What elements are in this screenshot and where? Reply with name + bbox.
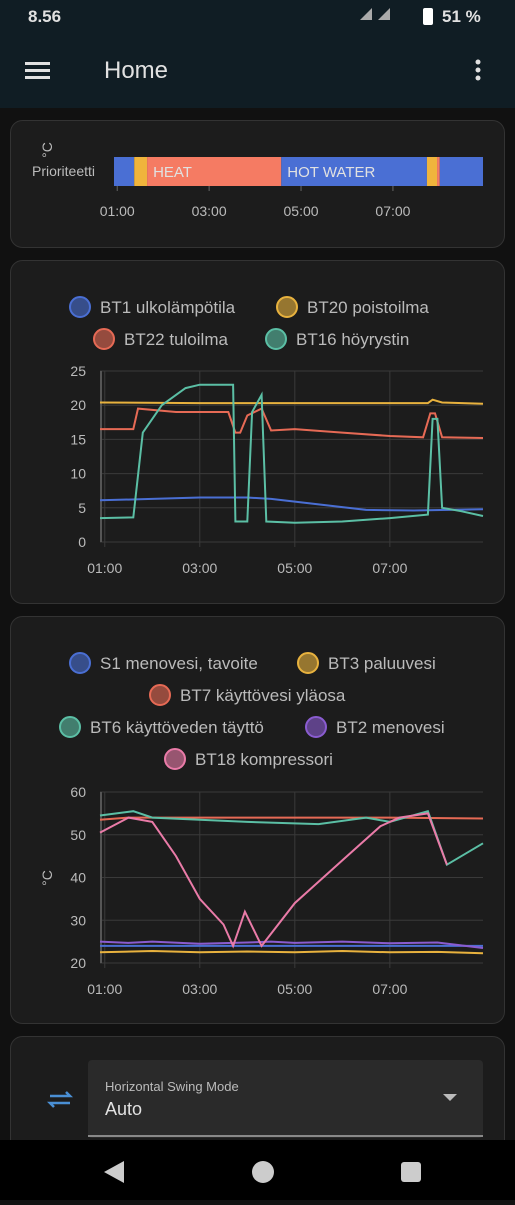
x-tick-label: 07:00 — [372, 560, 407, 576]
x-tick-label: 05:00 — [284, 203, 319, 219]
signal-icon — [360, 8, 390, 20]
timeline-segment — [437, 157, 440, 186]
y-tick-label: 0 — [78, 534, 86, 550]
series-line — [99, 496, 484, 512]
x-tick-label: 01:00 — [100, 203, 135, 219]
y-tick-label: 10 — [70, 466, 86, 482]
y-tick-label: 60 — [70, 784, 86, 800]
x-tick-label: 01:00 — [87, 560, 122, 576]
timeline-segment — [114, 157, 135, 186]
timeline-segment — [439, 157, 483, 186]
y-axis-label: °C — [39, 142, 55, 158]
y-tick-label: 25 — [70, 363, 86, 379]
x-tick-label: 03:00 — [182, 981, 217, 997]
x-tick-label: 05:00 — [277, 981, 312, 997]
x-tick-label: 03:00 — [182, 560, 217, 576]
swing-icon — [46, 1091, 74, 1108]
legend-label: BT2 menovesi — [336, 718, 445, 737]
x-tick-label: 03:00 — [192, 203, 227, 219]
y-tick-label: 40 — [70, 870, 86, 886]
legend-label: BT1 ulkolämpötila — [100, 298, 236, 317]
header-bg — [0, 0, 515, 108]
series-line — [99, 812, 448, 949]
y-tick-label: 20 — [70, 397, 86, 413]
y-axis-label: °C — [39, 870, 55, 886]
legend-swatch — [59, 716, 81, 738]
x-tick-label: 07:00 — [372, 981, 407, 997]
select-value: Auto — [105, 1099, 142, 1119]
recents-button[interactable] — [401, 1162, 421, 1182]
series-line — [99, 398, 484, 405]
legend-swatch — [149, 684, 171, 706]
status-time: 8.56 — [28, 7, 61, 26]
select-field[interactable]: Horizontal Swing Mode Auto — [88, 1060, 483, 1138]
y-tick-label: 15 — [70, 431, 86, 447]
series-line — [99, 383, 484, 524]
legend-label: BT16 höyrystin — [296, 330, 409, 349]
x-tick-label: 05:00 — [277, 560, 312, 576]
legend-label: BT18 kompressori — [195, 750, 333, 769]
segment-label: HOT WATER — [287, 164, 375, 181]
timeline-label: Prioriteetti — [32, 163, 95, 179]
timeline-segment — [134, 157, 148, 186]
legend-label: BT7 käyttövesi yläosa — [180, 686, 346, 705]
legend-swatch — [305, 716, 327, 738]
legend-label: BT20 poistoilma — [307, 298, 429, 317]
home-button[interactable] — [252, 1161, 274, 1183]
series-line — [100, 407, 484, 439]
overflow-button[interactable] — [475, 59, 481, 81]
battery-icon — [423, 8, 433, 25]
timeline-segment — [426, 157, 438, 186]
legend-swatch — [276, 296, 298, 318]
legend-swatch — [297, 652, 319, 674]
legend-label: BT3 paluuvesi — [328, 654, 436, 673]
series-line — [99, 940, 484, 949]
x-tick-label: 07:00 — [375, 203, 410, 219]
legend-swatch — [164, 748, 186, 770]
app-title: Home — [104, 57, 168, 84]
status-battery: 51 % — [442, 7, 481, 26]
y-tick-label: 30 — [70, 912, 86, 928]
y-tick-label: 5 — [78, 500, 86, 516]
back-button[interactable] — [104, 1161, 124, 1183]
timeline-segment — [281, 157, 427, 186]
y-tick-label: 20 — [70, 955, 86, 971]
select-label: Horizontal Swing Mode — [105, 1079, 239, 1094]
card — [10, 616, 505, 1024]
y-tick-label: 50 — [70, 827, 86, 843]
legend-label: S1 menovesi, tavoite — [100, 654, 258, 673]
timeline-segment — [147, 157, 282, 186]
legend-label: BT6 käyttöveden täyttö — [90, 718, 264, 737]
legend-swatch — [69, 652, 91, 674]
legend-swatch — [93, 328, 115, 350]
x-tick-label: 01:00 — [87, 981, 122, 997]
segment-label: HEAT — [153, 164, 192, 181]
legend-label: BT22 tuloilma — [124, 330, 228, 349]
legend-swatch — [265, 328, 287, 350]
menu-button[interactable] — [25, 62, 50, 79]
legend-swatch — [69, 296, 91, 318]
series-line — [99, 949, 484, 955]
